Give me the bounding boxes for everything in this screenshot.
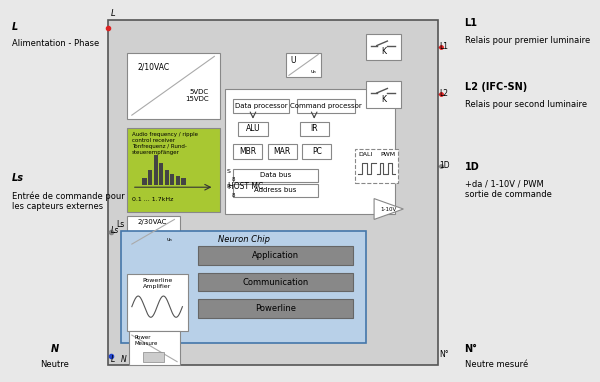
FancyBboxPatch shape bbox=[286, 53, 321, 77]
FancyBboxPatch shape bbox=[199, 299, 353, 318]
FancyBboxPatch shape bbox=[355, 149, 398, 183]
Bar bbox=[176, 176, 180, 185]
FancyBboxPatch shape bbox=[199, 246, 353, 265]
Text: L: L bbox=[12, 22, 18, 32]
Text: Neutre: Neutre bbox=[40, 360, 69, 369]
Bar bbox=[159, 163, 163, 185]
Text: HOST MC: HOST MC bbox=[227, 182, 263, 191]
Text: Neuron Chip: Neuron Chip bbox=[218, 235, 269, 244]
Text: 1D: 1D bbox=[464, 162, 479, 172]
Text: R: R bbox=[227, 184, 231, 189]
Text: PWM: PWM bbox=[380, 152, 395, 157]
Text: K: K bbox=[381, 95, 386, 104]
FancyBboxPatch shape bbox=[199, 272, 353, 291]
Text: K: K bbox=[381, 47, 386, 57]
Text: 1-10V: 1-10V bbox=[380, 207, 397, 212]
Bar bbox=[143, 352, 164, 362]
FancyBboxPatch shape bbox=[233, 184, 318, 197]
Text: +da / 1-10V / PWM
sortie de commande: +da / 1-10V / PWM sortie de commande bbox=[464, 180, 551, 199]
Text: uₙ: uₙ bbox=[311, 69, 317, 74]
Text: uₙ: uₙ bbox=[166, 237, 172, 242]
FancyBboxPatch shape bbox=[127, 128, 220, 212]
Text: S: S bbox=[227, 169, 230, 174]
FancyBboxPatch shape bbox=[108, 20, 438, 366]
Text: Command processor: Command processor bbox=[290, 103, 362, 109]
Text: Power
Measure: Power Measure bbox=[134, 335, 158, 346]
FancyBboxPatch shape bbox=[129, 331, 180, 366]
Text: N: N bbox=[50, 344, 59, 354]
Text: 8: 8 bbox=[232, 177, 235, 182]
Text: Relais pour second luminaire: Relais pour second luminaire bbox=[464, 100, 587, 109]
Text: L: L bbox=[110, 10, 115, 18]
Polygon shape bbox=[374, 199, 403, 219]
Text: Application: Application bbox=[252, 251, 299, 260]
Text: DALI: DALI bbox=[358, 152, 373, 157]
Text: Address bus: Address bus bbox=[254, 188, 297, 193]
Text: 2/30VAC: 2/30VAC bbox=[137, 219, 167, 225]
Text: ALU: ALU bbox=[245, 124, 260, 133]
Text: N°: N° bbox=[439, 350, 449, 359]
Bar bbox=[148, 170, 152, 185]
Text: Audio frequency / ripple
control receiver
Tonfrequenz / Rund-
steuerempfänger: Audio frequency / ripple control receive… bbox=[132, 132, 198, 155]
Text: L: L bbox=[110, 355, 115, 364]
FancyBboxPatch shape bbox=[127, 53, 220, 119]
Bar bbox=[142, 178, 147, 185]
Text: Communication: Communication bbox=[242, 277, 309, 286]
Text: Neutre mesuré: Neutre mesuré bbox=[464, 360, 528, 369]
Text: Ls: Ls bbox=[110, 226, 119, 235]
Text: PC: PC bbox=[312, 147, 322, 156]
Text: Data processor: Data processor bbox=[235, 103, 287, 109]
Text: Relais pour premier luminaire: Relais pour premier luminaire bbox=[464, 36, 590, 45]
FancyBboxPatch shape bbox=[302, 144, 331, 159]
FancyBboxPatch shape bbox=[225, 89, 395, 214]
Text: U: U bbox=[290, 56, 296, 65]
Text: Ls: Ls bbox=[116, 220, 124, 229]
Text: 2/10VAC: 2/10VAC bbox=[137, 62, 169, 71]
FancyBboxPatch shape bbox=[238, 121, 268, 136]
FancyBboxPatch shape bbox=[233, 99, 289, 113]
Text: MAR: MAR bbox=[274, 147, 291, 156]
Text: L1: L1 bbox=[439, 42, 448, 51]
Text: 5VDC
15VDC: 5VDC 15VDC bbox=[185, 89, 209, 102]
Text: Entrée de commande pour
les capteurs externes: Entrée de commande pour les capteurs ext… bbox=[12, 191, 125, 211]
FancyBboxPatch shape bbox=[233, 169, 318, 181]
Text: 8: 8 bbox=[232, 193, 235, 197]
FancyBboxPatch shape bbox=[127, 216, 180, 248]
Bar bbox=[181, 178, 185, 185]
Text: IR: IR bbox=[310, 124, 318, 133]
Text: 0.1 ... 1.7kHz: 0.1 ... 1.7kHz bbox=[132, 197, 173, 202]
Text: 1D: 1D bbox=[439, 161, 449, 170]
Text: L2 (IFC-SN): L2 (IFC-SN) bbox=[464, 83, 527, 92]
Text: L2: L2 bbox=[439, 89, 448, 98]
Text: MBR: MBR bbox=[239, 147, 256, 156]
Text: L1: L1 bbox=[464, 18, 478, 28]
FancyBboxPatch shape bbox=[127, 274, 188, 331]
Text: Powerline: Powerline bbox=[255, 304, 296, 313]
Text: N: N bbox=[121, 355, 127, 364]
Text: Alimentation - Phase: Alimentation - Phase bbox=[12, 39, 99, 48]
FancyBboxPatch shape bbox=[297, 99, 355, 113]
FancyBboxPatch shape bbox=[366, 34, 401, 60]
Bar bbox=[154, 155, 158, 185]
FancyBboxPatch shape bbox=[366, 81, 401, 108]
FancyBboxPatch shape bbox=[299, 121, 329, 136]
Bar bbox=[164, 170, 169, 185]
Text: Ls: Ls bbox=[12, 173, 24, 183]
Text: Powerline
Amplifier: Powerline Amplifier bbox=[142, 278, 172, 289]
FancyBboxPatch shape bbox=[121, 231, 366, 343]
FancyBboxPatch shape bbox=[268, 144, 297, 159]
FancyBboxPatch shape bbox=[233, 144, 262, 159]
Text: N°: N° bbox=[464, 344, 478, 354]
Bar bbox=[170, 174, 175, 185]
Text: Data bus: Data bus bbox=[260, 172, 291, 178]
